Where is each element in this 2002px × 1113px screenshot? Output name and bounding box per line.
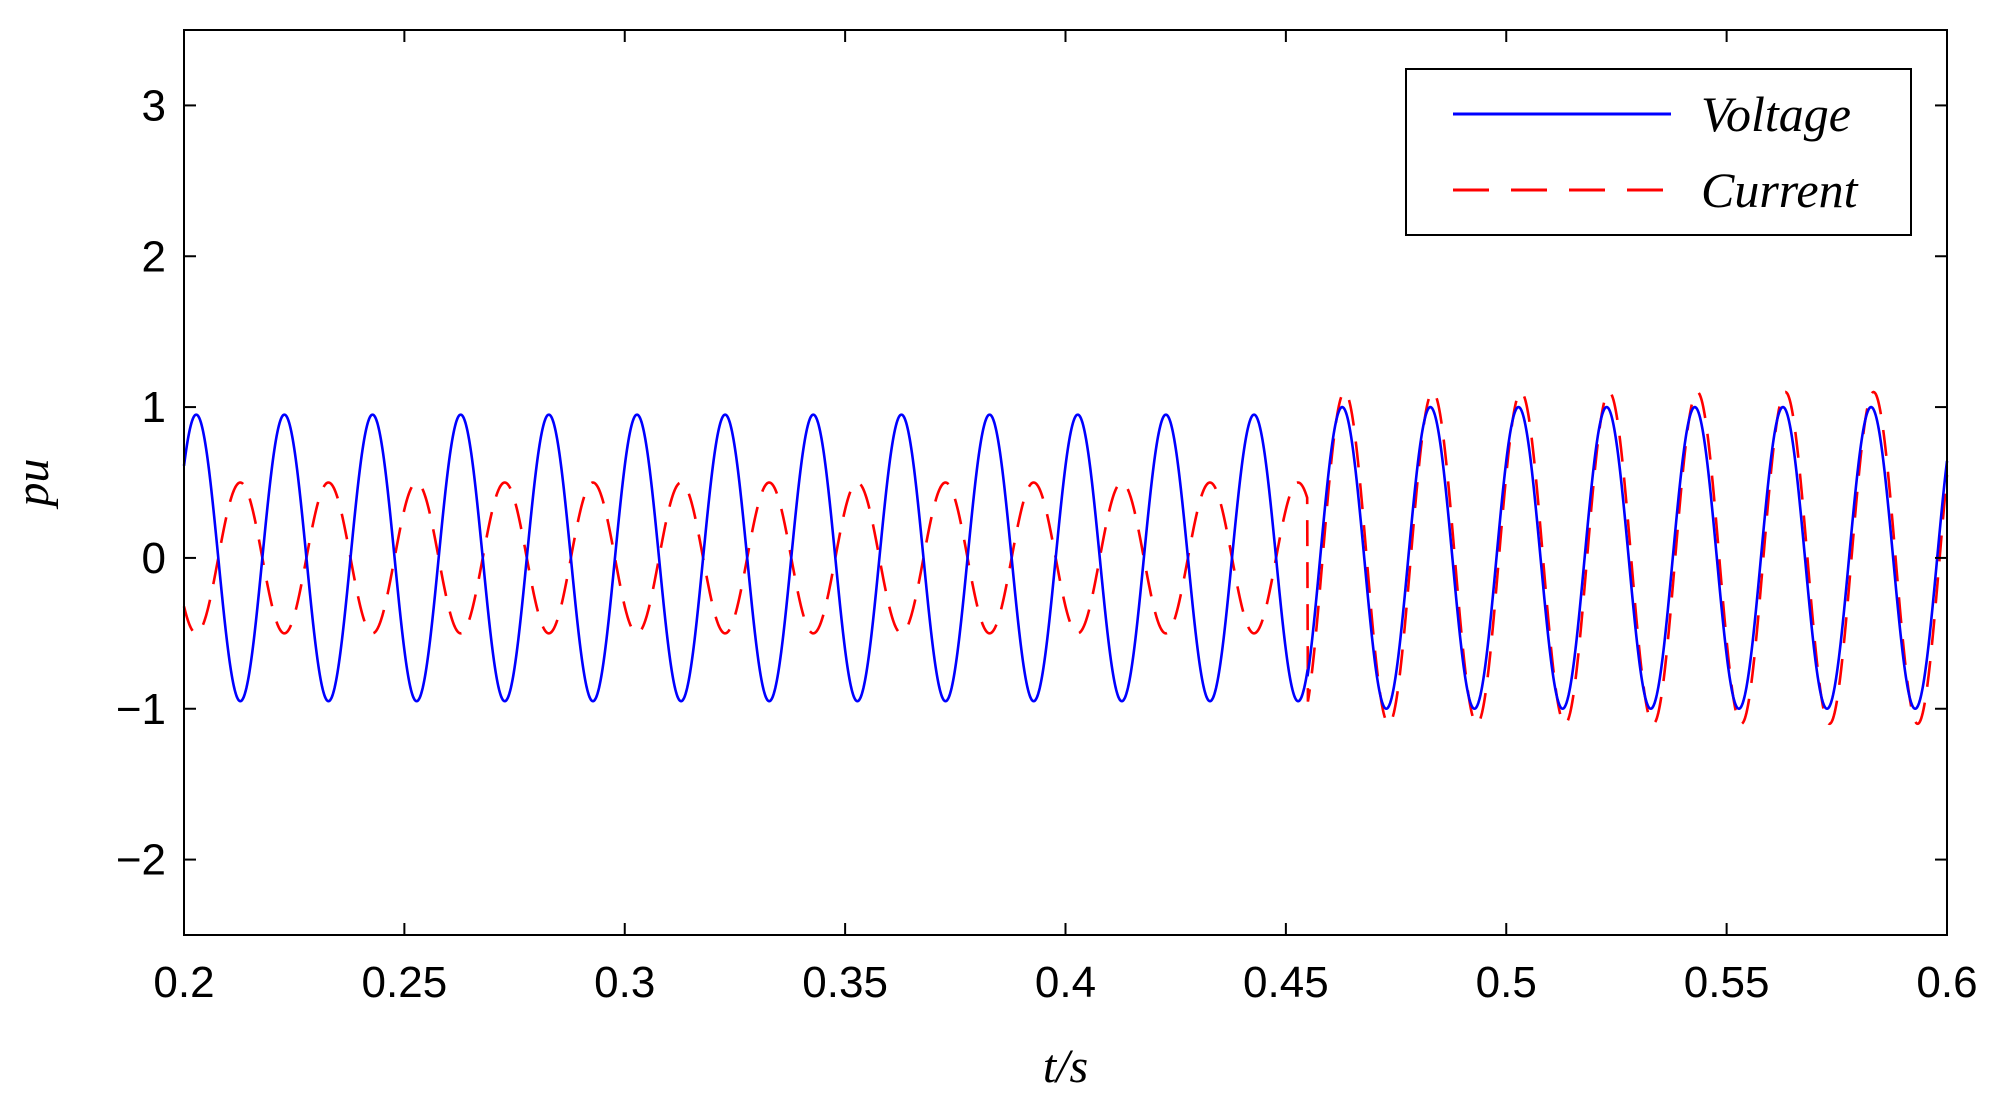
x-tick-label: 0.6 xyxy=(1916,958,1977,1007)
x-tick-label: 0.4 xyxy=(1035,958,1096,1007)
series-layer xyxy=(182,390,1949,726)
y-tick-label: 3 xyxy=(142,81,166,130)
legend-label-voltage: Voltage xyxy=(1701,86,1851,142)
legend: Voltage Current xyxy=(1405,68,1912,236)
series-line-voltage xyxy=(182,405,1949,711)
x-tick-labels: 0.2 0.25 0.3 0.35 0.4 0.45 0.5 0.55 0.6 xyxy=(153,958,1977,1007)
y-tick-label: 0 xyxy=(142,534,166,583)
x-axis-title: t/s xyxy=(1043,1040,1088,1093)
legend-box xyxy=(1405,68,1912,236)
y-tick-label: −1 xyxy=(116,685,166,734)
y-tick-labels: 3 2 1 0 −1 −2 xyxy=(116,81,166,884)
y-tick-label: −2 xyxy=(116,836,166,885)
series-line-current xyxy=(182,390,1949,726)
y-tick-label: 2 xyxy=(142,232,166,281)
x-tick-label: 0.35 xyxy=(802,958,888,1007)
x-tick-label: 0.2 xyxy=(153,958,214,1007)
x-tick-label: 0.3 xyxy=(594,958,655,1007)
y-axis-title: pu xyxy=(6,459,59,510)
x-tick-label: 0.5 xyxy=(1476,958,1537,1007)
y-tick-label: 1 xyxy=(142,383,166,432)
ticks-layer xyxy=(183,30,1948,935)
x-tick-label: 0.45 xyxy=(1243,958,1329,1007)
x-tick-label: 0.55 xyxy=(1684,958,1770,1007)
x-tick-label: 0.25 xyxy=(362,958,448,1007)
legend-label-current: Current xyxy=(1701,162,1859,218)
